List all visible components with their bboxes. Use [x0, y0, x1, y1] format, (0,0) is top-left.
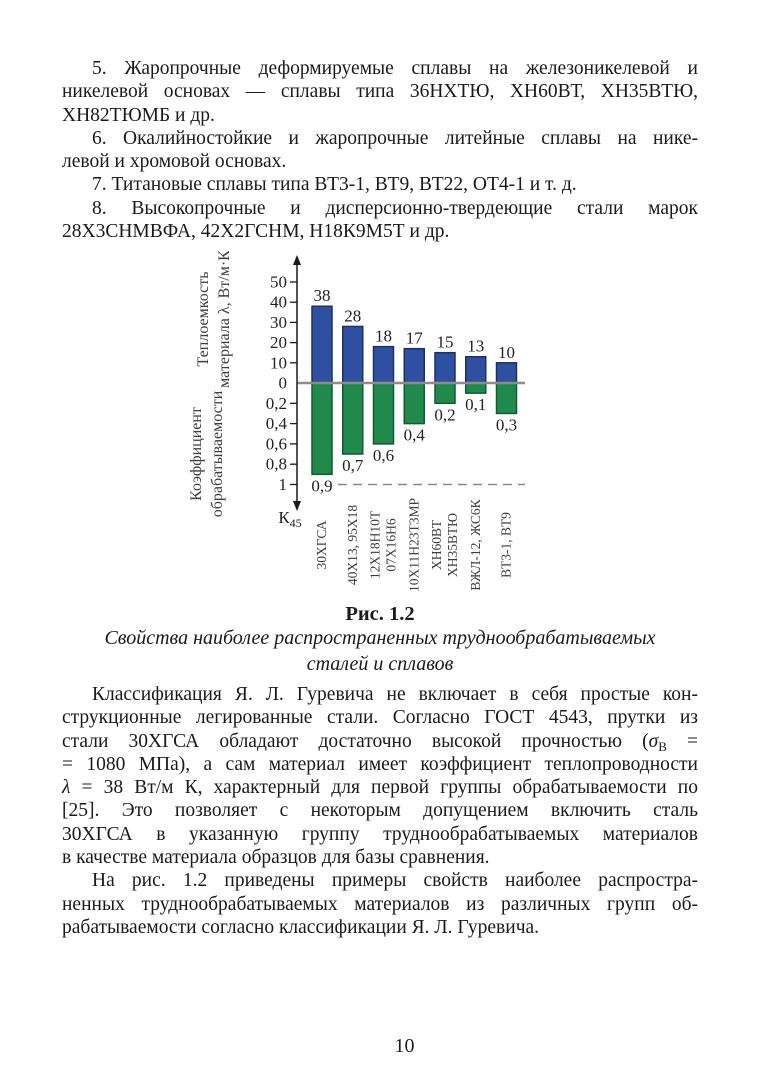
text-line: 6. Окалийностойкие и жаропрочные литейны…: [92, 127, 698, 149]
bar-machinability-4: [434, 382, 456, 405]
text-line: 30ХГСА в указанную группу труднообрабаты…: [62, 823, 698, 845]
category-label-4: ХН35ВТЮ: [445, 513, 460, 577]
tick-label: 40: [270, 293, 287, 312]
tick-label: 0: [279, 374, 288, 393]
body-text-top: 5. Жаропрочные деформируемые сплавы на ж…: [62, 57, 698, 243]
text-line: 5. Жаропрочные деформируемые сплавы на ж…: [92, 58, 698, 79]
page-number: 10: [394, 1035, 415, 1057]
text-line: стали 30ХГСА обладают достаточно высокой…: [62, 730, 698, 754]
category-label-4: ХН60ВТ: [429, 519, 444, 570]
value-label-thermal: 10: [498, 343, 515, 362]
figure-caption-line-2: сталей и сплавов: [306, 652, 454, 675]
tick-label: 10: [270, 353, 287, 372]
bar-machinability-2: [372, 382, 395, 445]
category-label-2: 07Х16Н6: [384, 518, 399, 571]
tick-label: 20: [270, 333, 287, 352]
bar-machinability-1: [342, 382, 364, 455]
category-label-0: 30ХГСА: [314, 520, 329, 569]
body-text-bottom: Классификация Я. Л. Гуревича не включает…: [62, 683, 698, 939]
bar-machinability-5: [465, 382, 487, 394]
figure-1-2: 50 40 30 20 10 0 0,2 0,4 0,6 0,8 1 38 0,9 28 0,7 18 0,6 1…: [186, 250, 598, 603]
value-label-thermal: 17: [406, 329, 424, 348]
bar-chart: 504030201000,20,40,60,81380,9280,7180,61…: [188, 250, 525, 592]
tick-label: 0,6: [266, 434, 287, 453]
text-line: Классификация Я. Л. Гуревича не включает…: [92, 684, 698, 705]
bar-thermal-0: [311, 305, 333, 384]
category-label-1: 40Х13, 95Х18: [345, 505, 360, 585]
value-label-thermal: 38: [314, 286, 331, 305]
value-label-machinability: 0,4: [404, 426, 426, 445]
text-line: На рис. 1.2 приведены примеры свойств на…: [92, 870, 698, 892]
text-line: ненных труднообрабатываемых материалов и…: [62, 893, 698, 915]
bar-thermal-6: [495, 362, 518, 384]
value-label-machinability: 0,1: [465, 395, 486, 414]
value-label-thermal: 15: [437, 333, 454, 352]
tick-label: 0,8: [266, 455, 287, 474]
text-line: рабатываемости согласно классификации Я.…: [62, 916, 540, 938]
figure-caption-label: Рис. 1.2: [345, 603, 415, 625]
text-line: = 1080 МПа), а сам материал имеет коэффи…: [62, 753, 698, 775]
axis-arrow-down-icon: [293, 501, 301, 511]
text-line: 7. Титановые сплавы типа ВТ3-1, ВТ9, ВТ2…: [92, 174, 577, 196]
bar-thermal-4: [434, 351, 456, 384]
text-line: никелевой основах — сплавы типа 36НХТЮ, …: [62, 81, 698, 103]
bar-thermal-2: [372, 345, 395, 384]
tick-label: 30: [270, 313, 287, 332]
value-label-thermal: 28: [344, 306, 361, 325]
text-line: 28Х3СНМВФА, 42Х2ГСНМ, Н18К9М5Т и др.: [62, 221, 450, 243]
text-line: струкционные легированные стали. Согласн…: [62, 707, 698, 729]
category-label-5: ВЖЛ-12, ЖС6К: [468, 498, 483, 590]
bar-thermal-1: [342, 325, 364, 384]
value-label-machinability: 0,9: [311, 476, 332, 495]
figure-caption: Рис. 1.2 Свойства наиболее распространен…: [62, 602, 698, 677]
value-label-machinability: 0,2: [434, 405, 455, 424]
y-axis-title-upper: Теплоемкость: [195, 272, 212, 367]
bar-machinability-3: [403, 382, 425, 425]
y-axis-title-lower: Коэффициент: [188, 407, 205, 501]
bar-machinability-0: [311, 382, 333, 476]
axis-arrow-up-icon: [293, 255, 301, 265]
x-axis-corner-label: К45: [278, 508, 301, 530]
tick-label: 1: [279, 475, 288, 494]
y-axis-title-lower: обрабатываемости: [209, 390, 226, 517]
category-label-6: ВТ3-1, ВТ9: [499, 512, 514, 578]
value-label-machinability: 0,6: [373, 446, 394, 465]
tick-label: 0,4: [266, 414, 288, 433]
text-line: в качестве материала образцов для базы с…: [62, 847, 490, 869]
text-line: λ = 38 Вт/м К, характерный для первой гр…: [62, 777, 698, 799]
value-label-machinability: 0,3: [496, 415, 517, 434]
category-label-3: 10Х11Н23Т3МР: [406, 498, 421, 592]
bar-machinability-6: [495, 382, 518, 415]
text-line: [25]. Это позволяет с некоторым допущени…: [62, 800, 698, 822]
category-label-2: 12Х18Н10Т: [368, 510, 383, 579]
y-axis-title-upper: материала λ, Вт/м·К: [216, 251, 233, 388]
tick-label: 0,2: [266, 394, 287, 413]
text-line: ХН82ТЮМБ и др.: [62, 104, 215, 126]
bar-thermal-3: [403, 347, 425, 384]
bar-thermal-5: [465, 355, 487, 384]
text-line: 8. Высокопрочные и дисперсионно-твердеющ…: [92, 197, 698, 219]
value-label-thermal: 13: [467, 337, 484, 356]
value-label-thermal: 18: [375, 327, 392, 346]
tick-label: 50: [270, 273, 287, 292]
value-label-machinability: 0,7: [342, 456, 364, 475]
figure-caption-line-1: Свойства наиболее распространенных трудн…: [104, 627, 656, 649]
text-line: левой и хромовой основах.: [62, 151, 287, 173]
